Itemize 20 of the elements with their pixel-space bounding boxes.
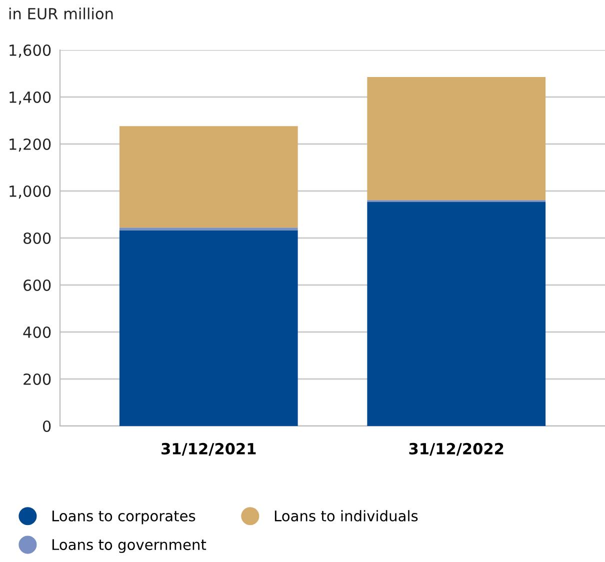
x-tick-label: 31/12/2022	[409, 442, 504, 456]
bar	[367, 77, 546, 200]
bar	[119, 126, 298, 228]
y-tick-label: 1,400	[10, 91, 51, 105]
bar	[119, 228, 298, 230]
y-tick-label: 600	[24, 279, 51, 292]
y-tick-label: 800	[24, 232, 51, 244]
y-tick-label: 1,200	[10, 138, 51, 152]
y-tick-label: 200	[24, 373, 51, 386]
x-tick-label: 31/12/2021	[162, 442, 256, 456]
chart-title: in EUR million	[9, 8, 113, 20]
legend-label: Loans to individuals	[274, 510, 418, 522]
bar	[119, 230, 298, 426]
y-tick-label: 1,600	[10, 44, 51, 58]
y-tick-label: 1,000	[10, 185, 51, 199]
y-tick-label: 400	[23, 326, 51, 338]
legend-label: Loans to corporates	[52, 510, 196, 524]
legend-label: Loans to government	[52, 539, 206, 553]
y-tick-label: 0	[42, 420, 51, 432]
bar	[367, 202, 546, 426]
